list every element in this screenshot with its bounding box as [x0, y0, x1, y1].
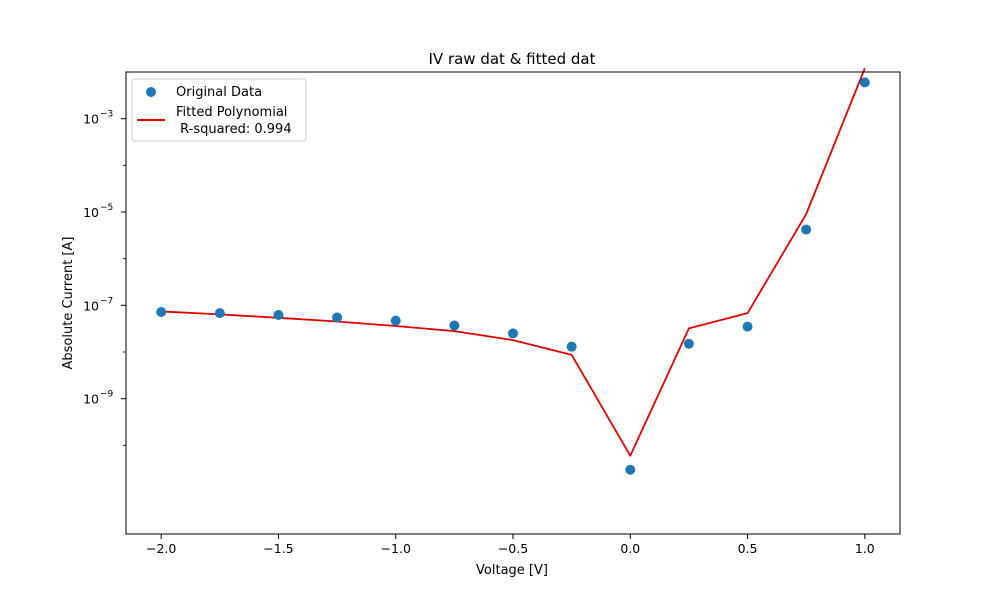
y-tick-label-base: 10 [83, 205, 99, 220]
y-tick-label-base: 10 [83, 298, 99, 313]
x-tick-label: −1.5 [263, 541, 293, 556]
y-tick-label-exponent: −9 [100, 390, 114, 400]
y-axis: 10−310−510−710−9 [83, 110, 126, 446]
x-tick-label: −0.5 [498, 541, 528, 556]
data-point [683, 338, 694, 349]
x-axis-label: Voltage [V] [476, 563, 548, 578]
plot-area [156, 67, 870, 475]
legend-box [131, 78, 307, 142]
data-point [214, 308, 225, 319]
data-point [566, 341, 577, 352]
data-point [449, 320, 460, 331]
legend-label-fitted-line2: R-squared: 0.994 [176, 122, 292, 137]
legend-marker-original-data [146, 87, 156, 97]
x-tick-label: −1.0 [381, 541, 411, 556]
data-point [859, 77, 870, 88]
data-point [625, 464, 636, 475]
data-point [273, 310, 284, 321]
y-tick-label-base: 10 [83, 112, 99, 127]
chart-title: IV raw dat & fitted dat [429, 50, 596, 68]
y-tick-label-exponent: −3 [100, 110, 113, 120]
y-axis-label: Absolute Current [A] [61, 237, 76, 370]
data-point [332, 312, 343, 323]
data-point [156, 306, 167, 317]
y-tick-label-exponent: −7 [100, 296, 113, 306]
x-axis: −2.0 −1.5 −1.0 −0.5 0.0 0.5 1.0 [146, 534, 875, 556]
x-tick-label: 0.0 [620, 541, 640, 556]
legend: Original Data Fitted Polynomial R-square… [131, 78, 307, 142]
y-tick-label-base: 10 [83, 392, 99, 407]
data-point [742, 321, 753, 332]
x-tick-label: 1.0 [855, 541, 875, 556]
x-tick-label: 0.5 [738, 541, 758, 556]
y-tick-label-exponent: −5 [100, 203, 113, 213]
legend-label-original-data: Original Data [176, 85, 262, 100]
data-point [801, 224, 812, 235]
x-tick-label: −2.0 [146, 541, 176, 556]
data-point [508, 328, 518, 339]
data-point [390, 315, 401, 326]
legend-label-fitted-line1: Fitted Polynomial [176, 105, 287, 120]
